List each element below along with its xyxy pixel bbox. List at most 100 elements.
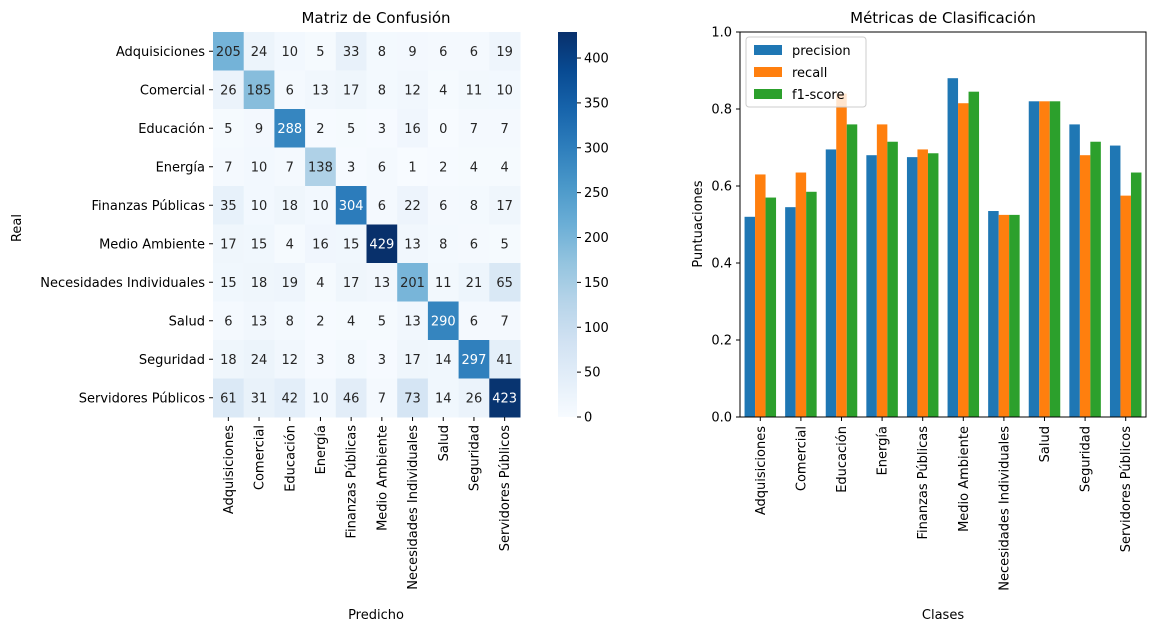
bar-recall [998, 214, 1010, 418]
heatmap-cell-value: 18 [251, 276, 268, 291]
bar-recall [1120, 195, 1131, 417]
heatmap-row-label: Educación [138, 122, 205, 137]
heatmap-cell-value: 6 [224, 314, 232, 329]
y-tick-label: 0.0 [711, 411, 732, 426]
heatmap-cell-value: 13 [404, 314, 421, 329]
heatmap-cell-value: 7 [378, 391, 386, 406]
heatmap-cell [489, 340, 521, 379]
heatmap-cell [366, 301, 398, 341]
colorbar-tick-label: 50 [584, 366, 601, 381]
bar-precision [1109, 145, 1121, 417]
heatmap-cell [243, 224, 275, 264]
heatmap-cell-value: 288 [277, 122, 302, 137]
heatmap-cell [397, 147, 429, 187]
heatmap-cell [397, 301, 429, 341]
heatmap-cell [335, 109, 367, 148]
heatmap-cell-value: 205 [216, 45, 241, 60]
heatmap-cell [489, 109, 521, 148]
x-tick-label: Energía [876, 426, 891, 475]
y-tick-label: 0.2 [711, 334, 732, 349]
x-tick-label: Adquisiciones [754, 426, 769, 515]
heatmap-cell [397, 340, 429, 379]
heatmap-cell-value: 138 [308, 160, 333, 175]
heatmap-cell-value: 185 [247, 83, 272, 98]
heatmap-cell [305, 224, 337, 264]
heatmap-cell [366, 224, 398, 264]
heatmap-row-label: Seguridad [139, 353, 205, 368]
heatmap-cell [366, 147, 398, 187]
heatmap-column-label: Seguridad [467, 425, 482, 491]
heatmap-cell-value: 13 [404, 237, 421, 252]
heatmap-cell-value: 19 [281, 276, 298, 291]
colorbar [558, 32, 577, 417]
heatmap-cell-value: 5 [224, 122, 232, 137]
bar-precision [906, 157, 918, 418]
heatmap-cell-value: 26 [466, 391, 483, 406]
heatmap-cell-value: 423 [492, 391, 517, 406]
heatmap-cell-value: 31 [251, 391, 268, 406]
heatmap-cell [397, 263, 429, 302]
heatmap-cell-value: 61 [220, 391, 237, 406]
heatmap-cell [305, 186, 337, 225]
bar-recall [876, 124, 888, 418]
heatmap-cell-value: 9 [255, 122, 263, 137]
heatmap-cell-value: 18 [220, 353, 237, 368]
heatmap-cell [427, 109, 460, 148]
bar-chart-legend: precision recall f1-score [745, 36, 867, 108]
heatmap-cell-value: 14 [435, 391, 452, 406]
heatmap-cell-value: 73 [404, 391, 421, 406]
colorbar-tick-label: 250 [584, 186, 609, 201]
heatmap-cell-value: 65 [496, 276, 513, 291]
heatmap-cell-value: 7 [501, 314, 509, 329]
heatmap-cell [427, 70, 460, 110]
heatmap-cell-value: 2 [439, 160, 447, 175]
heatmap-cell [243, 147, 275, 187]
heatmap-cell [213, 224, 245, 264]
x-tick-label: Salud [1038, 426, 1053, 462]
heatmap-cell [213, 340, 245, 379]
heatmap-column-labels: Adquisiciones Comercial Educación Energía Fi… [222, 417, 513, 590]
heatmap-cell-value: 24 [251, 353, 268, 368]
colorbar-tick-label: 300 [584, 141, 609, 156]
heatmap-cell-value: 17 [343, 276, 360, 291]
heatmap-cell [458, 378, 490, 418]
heatmap-cell [305, 109, 337, 148]
heatmap-cell-value: 4 [501, 160, 509, 175]
heatmap-cell [305, 340, 337, 379]
heatmap-cell [243, 263, 275, 302]
heatmap-row-label: Medio Ambiente [99, 237, 205, 252]
heatmap-cell [458, 224, 490, 264]
bar-chart-title: Métricas de Clasificación [850, 9, 1036, 27]
heatmap-cell-value: 6 [439, 45, 447, 60]
heatmap-cell-value: 13 [312, 83, 329, 98]
heatmap-cell-value: 13 [251, 314, 268, 329]
bar-chart-frame [739, 31, 1147, 418]
heatmap-cell-value: 429 [369, 237, 394, 252]
heatmap-cell [213, 109, 245, 148]
heatmap-cell [366, 186, 398, 225]
heatmap-cell [427, 378, 460, 418]
heatmap-cell-value: 41 [496, 353, 513, 368]
heatmap-cell-value: 46 [343, 391, 360, 406]
bar-precision [785, 207, 796, 417]
heatmap-cell [458, 186, 490, 225]
heatmap-column-label: Medio Ambiente [375, 425, 390, 531]
heatmap-row-label: Finanzas Públicas [92, 199, 206, 214]
heatmap-row-label: Comercial [140, 83, 205, 98]
heatmap-cell-value: 2 [316, 314, 324, 329]
heatmap-column-label: Necesidades Individuales [406, 425, 421, 590]
heatmap-cell [305, 378, 337, 418]
heatmap-cell-value: 8 [439, 237, 447, 252]
heatmap-column-label: Comercial [253, 425, 268, 490]
y-tick-label: 0.8 [711, 103, 732, 118]
heatmap-cell [489, 378, 521, 418]
colorbar-tick-label: 0 [584, 411, 592, 426]
heatmap-cell-value: 4 [347, 314, 355, 329]
heatmap-cell-value: 35 [220, 199, 237, 214]
bar-chart-y-axis-label: Puntuaciones [691, 180, 706, 267]
heatmap-cell [427, 301, 460, 341]
heatmap-cell-value: 12 [404, 83, 421, 98]
heatmap-cell-value: 17 [404, 353, 421, 368]
heatmap-cell-value: 22 [404, 199, 421, 214]
y-tick-label: 0.4 [711, 257, 732, 272]
